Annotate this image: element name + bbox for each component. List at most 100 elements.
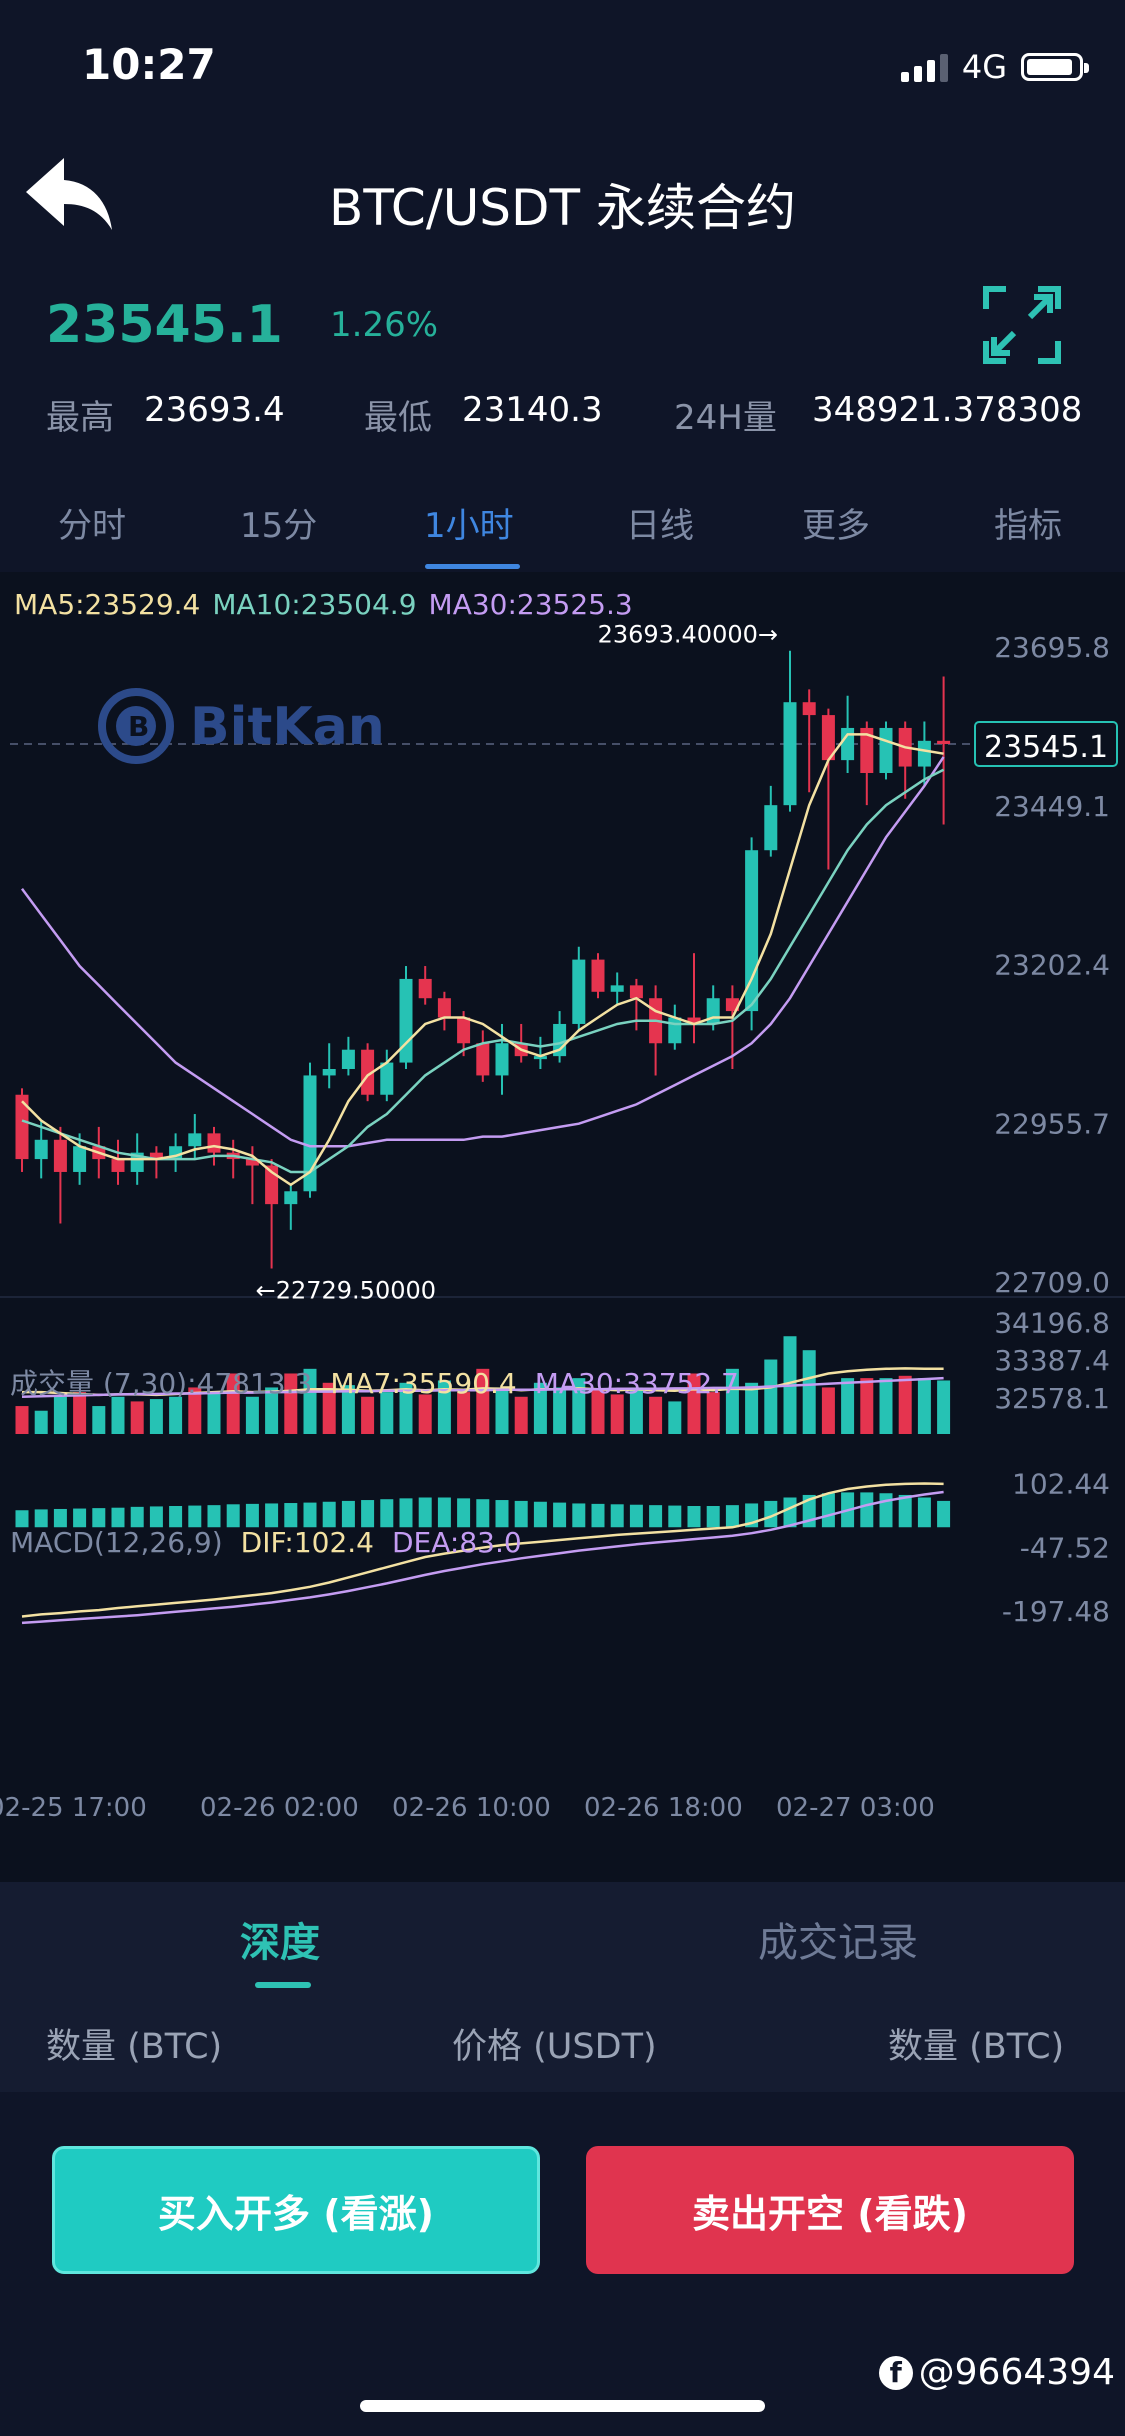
max-price-annotation: 23693.40000→ xyxy=(598,621,778,649)
volume-bar xyxy=(303,1368,317,1434)
candle-body xyxy=(610,985,624,992)
macd-histogram-bar xyxy=(380,1499,394,1528)
sell-short-button[interactable]: 卖出开空 (看跌) xyxy=(586,2146,1074,2274)
candle-body xyxy=(303,1075,317,1192)
macd-histogram-bar xyxy=(34,1509,48,1528)
candle-body xyxy=(917,740,931,767)
macd-histogram-bar xyxy=(92,1508,106,1528)
candle-body xyxy=(73,1146,87,1172)
tab-15min[interactable]: 15分 xyxy=(240,506,318,546)
tab-indicators[interactable]: 指标 xyxy=(994,506,1062,546)
price-axis-label: 23449.1 xyxy=(994,790,1110,823)
macd-histogram-bar xyxy=(341,1500,355,1528)
candle-body xyxy=(207,1133,221,1153)
macd-histogram-bar xyxy=(361,1500,375,1528)
battery-icon xyxy=(1021,53,1089,81)
candle-body xyxy=(668,1017,682,1044)
candle-body xyxy=(821,715,835,761)
candle-body xyxy=(188,1133,202,1147)
volume-bar xyxy=(284,1373,298,1434)
col-price: 价格 (USDT) xyxy=(452,2027,657,2067)
macd-dif-line xyxy=(21,1482,944,1618)
watermark: f @9664394 xyxy=(878,2352,1115,2393)
watermark-text: @9664394 xyxy=(918,2352,1115,2393)
candle-body xyxy=(937,740,951,745)
volume-bar xyxy=(457,1392,471,1434)
macd-histogram-bar xyxy=(610,1504,624,1528)
candle-body xyxy=(322,1069,336,1076)
macd-histogram-bar xyxy=(917,1497,931,1528)
candle-body xyxy=(879,727,893,773)
macd-histogram-bar xyxy=(169,1506,183,1528)
volume-bar xyxy=(226,1373,240,1434)
macd-histogram-bar xyxy=(591,1503,605,1528)
candle-body xyxy=(495,1043,509,1076)
volume-bar xyxy=(418,1394,432,1434)
volume-bar xyxy=(149,1399,163,1434)
active-tab-underline xyxy=(425,564,520,569)
candle-body xyxy=(629,985,643,999)
volume-bar xyxy=(380,1392,394,1434)
back-button[interactable] xyxy=(20,150,120,240)
volume-bar xyxy=(245,1396,259,1434)
volume-bar xyxy=(841,1378,855,1434)
status-indicators: 4G xyxy=(900,48,1089,86)
macd-histogram-bar xyxy=(111,1507,125,1528)
volume-bar xyxy=(169,1396,183,1434)
volume-bar xyxy=(53,1396,67,1434)
time-axis-label: 02-26 18:00 xyxy=(584,1793,743,1823)
col-quantity-left: 数量 (BTC) xyxy=(46,2027,223,2067)
tab-timeshare[interactable]: 分时 xyxy=(58,506,126,546)
tab-1hour[interactable]: 1小时 xyxy=(424,506,514,546)
macd-histogram-bar xyxy=(725,1505,739,1528)
macd-histogram-bar xyxy=(764,1500,778,1528)
volume-bar xyxy=(610,1394,624,1434)
macd-histogram-bar xyxy=(572,1503,586,1528)
kline-chart[interactable]: B BitKan 23545.1 23695.8 23449.1 23202.4 229… xyxy=(0,572,1125,1882)
volume-bar xyxy=(879,1378,893,1434)
candle-body xyxy=(437,998,451,1018)
home-indicator[interactable] xyxy=(360,2400,765,2412)
macd-histogram-bar xyxy=(322,1501,336,1528)
volume-bar xyxy=(533,1382,547,1434)
volume-bar xyxy=(668,1401,682,1434)
time-axis-label: 02-26 10:00 xyxy=(392,1793,551,1823)
buy-long-button[interactable]: 买入开多 (看涨) xyxy=(52,2146,540,2274)
candle-body xyxy=(860,727,874,773)
macd-histogram-bar xyxy=(303,1502,317,1528)
volume-bar xyxy=(207,1392,221,1434)
macd-histogram-bar xyxy=(879,1493,893,1528)
candle-body xyxy=(841,727,855,761)
macd-histogram-bar xyxy=(73,1508,87,1528)
volume-bar xyxy=(649,1396,663,1434)
volume-bar xyxy=(553,1387,567,1434)
tab-depth[interactable]: 深度 xyxy=(240,1920,320,1966)
tab-more[interactable]: 更多 xyxy=(802,506,870,546)
macd-histogram-bar xyxy=(437,1497,451,1528)
volume-bar xyxy=(495,1387,509,1434)
volume-bar xyxy=(725,1368,739,1434)
volume-bar xyxy=(437,1380,451,1434)
volume-bar xyxy=(188,1387,202,1434)
ma10-line xyxy=(21,768,945,1174)
tab-daily[interactable]: 日线 xyxy=(626,506,694,546)
volume-value: 348921.378308 xyxy=(812,390,1083,430)
tab-trade-history[interactable]: 成交记录 xyxy=(758,1920,918,1966)
last-price-tag-text: 23545.1 xyxy=(984,730,1108,765)
macd-histogram-bar xyxy=(514,1500,528,1528)
volume-bar xyxy=(937,1380,951,1434)
macd-axis-label: -197.48 xyxy=(1002,1595,1110,1628)
macd-histogram-bar xyxy=(457,1498,471,1528)
back-arrow-icon xyxy=(26,158,112,230)
macd-histogram-bar xyxy=(284,1503,298,1528)
fullscreen-button[interactable] xyxy=(982,285,1062,365)
volume-bar xyxy=(572,1378,586,1434)
chart-panel xyxy=(0,572,1125,1882)
volume-bar xyxy=(802,1350,816,1434)
volume-ma30-line xyxy=(21,1376,944,1399)
price-axis-label: 23202.4 xyxy=(994,949,1110,982)
macd-histogram-bar xyxy=(629,1504,643,1528)
candle-body xyxy=(380,1062,394,1095)
macd-histogram-bar xyxy=(130,1506,144,1528)
candle-body xyxy=(783,702,797,806)
